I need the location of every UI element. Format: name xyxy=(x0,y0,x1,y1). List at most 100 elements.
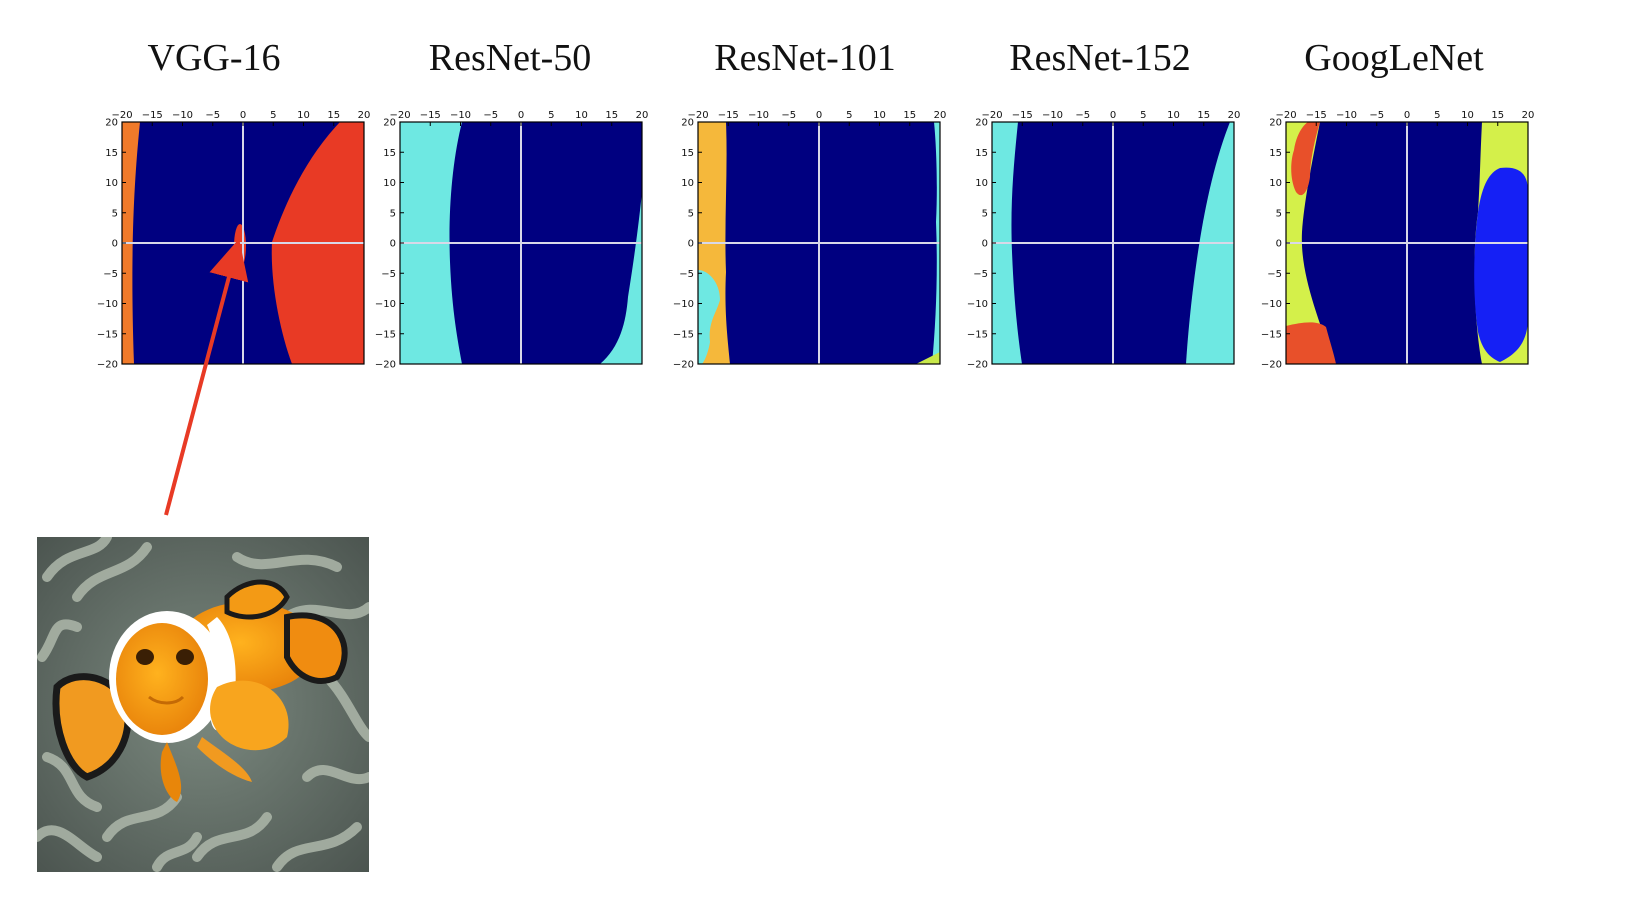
x-tick-label: 0 xyxy=(1110,110,1116,121)
x-tick-label: −20 xyxy=(687,110,708,121)
y-tick-label: 15 xyxy=(383,148,396,159)
y-tick-label: −5 xyxy=(973,269,988,280)
y-tick-label: 10 xyxy=(1269,178,1282,189)
x-tick-label: 5 xyxy=(846,110,852,121)
x-tick-label: 20 xyxy=(636,110,649,121)
heatmap-plot: −20 −15 −10 −5 0 5 10 15 20 20 15 10 5 0 −5 −10 −15 −20 xyxy=(673,110,946,371)
x-tick-label: 5 xyxy=(1140,110,1146,121)
panel-resnet50: ResNet-50 −20 −15 −10 −5 0 5 10 15 20 20 15 10 5 0 −5−… xyxy=(360,0,660,400)
panel-resnet152: ResNet-152 −20 −15 −10 −5 0 5 10 15 20 20 15 10 5 0 −5… xyxy=(950,0,1250,400)
y-tick-label: −20 xyxy=(375,360,396,371)
region-right-blob xyxy=(1474,167,1528,362)
x-tick-label: 15 xyxy=(327,110,340,121)
y-tick-label: −15 xyxy=(967,329,988,340)
axis-ticks: −20 −15 −10 −5 0 5 10 15 20 20 15 10 5 0 −5 −10 −15 −20 xyxy=(967,110,1240,371)
panel-resnet101: ResNet-101 −20 −15 −10 −5 0 5 10 15 20 20 15 10 5 0 −5… xyxy=(655,0,955,400)
x-tick-label: 5 xyxy=(1434,110,1440,121)
x-tick-label: 15 xyxy=(903,110,916,121)
y-tick-label: −5 xyxy=(381,269,396,280)
x-tick-label: 0 xyxy=(518,110,524,121)
y-tick-label: 20 xyxy=(383,118,396,129)
x-tick-label: 20 xyxy=(358,110,371,121)
x-tick-label: −15 xyxy=(1306,110,1327,121)
x-tick-label: −10 xyxy=(172,110,193,121)
axis-ticks: −20 −15 −10 −5 0 5 10 15 20 20 15 10 5 0 −5 −10 −15 −20 xyxy=(673,110,946,371)
region-bottom-right xyxy=(600,192,642,364)
y-tick-label: 5 xyxy=(390,208,396,219)
panel-title: ResNet-50 xyxy=(428,37,592,79)
panel-title: ResNet-152 xyxy=(1009,37,1191,79)
y-tick-label: 15 xyxy=(681,148,694,159)
x-tick-label: −10 xyxy=(1042,110,1063,121)
x-tick-label: 15 xyxy=(605,110,618,121)
x-tick-label: 0 xyxy=(240,110,246,121)
y-tick-label: −15 xyxy=(673,329,694,340)
y-tick-label: −5 xyxy=(679,269,694,280)
x-tick-label: −5 xyxy=(1075,110,1090,121)
x-tick-label: −15 xyxy=(1012,110,1033,121)
y-tick-label: 10 xyxy=(975,178,988,189)
y-tick-label: 5 xyxy=(982,208,988,219)
x-tick-label: −10 xyxy=(1336,110,1357,121)
y-tick-label: 15 xyxy=(1269,148,1282,159)
y-tick-label: −15 xyxy=(1261,329,1282,340)
y-tick-label: −20 xyxy=(967,360,988,371)
axis-ticks: −20 −15 −10 −5 0 5 10 15 20 20 15 10 5 0 −5 −10 −15 −20 xyxy=(97,110,370,371)
panel-title: ResNet-101 xyxy=(714,37,896,79)
y-tick-label: −10 xyxy=(673,299,694,310)
x-tick-label: −10 xyxy=(748,110,769,121)
x-tick-label: −5 xyxy=(483,110,498,121)
y-tick-label: 15 xyxy=(105,148,118,159)
x-tick-label: 10 xyxy=(1461,110,1474,121)
y-tick-label: 0 xyxy=(390,239,396,250)
x-tick-label: −15 xyxy=(718,110,739,121)
y-tick-label: 20 xyxy=(1269,118,1282,129)
y-tick-label: −10 xyxy=(1261,299,1282,310)
y-tick-label: −5 xyxy=(1267,269,1282,280)
region-lower-left xyxy=(1286,322,1336,364)
y-tick-label: −20 xyxy=(97,360,118,371)
y-tick-label: −20 xyxy=(673,360,694,371)
x-tick-label: 20 xyxy=(1228,110,1241,121)
y-tick-label: 20 xyxy=(975,118,988,129)
panel-title: GoogLeNet xyxy=(1304,37,1484,79)
y-tick-label: −10 xyxy=(967,299,988,310)
heatmap-plot: −20 −15 −10 −5 0 5 10 15 20 20 15 10 5 0 −5 −10 −15 −20 xyxy=(967,110,1240,371)
x-tick-label: 20 xyxy=(934,110,947,121)
y-tick-label: 5 xyxy=(1276,208,1282,219)
panel-googlenet: GoogLeNet −20 −15 −10 −5 0 5 10 15 20 20 15 10 5 0 −5−… xyxy=(1244,0,1544,400)
y-tick-label: −15 xyxy=(97,329,118,340)
y-tick-label: 10 xyxy=(383,178,396,189)
axis-ticks: −20 −15 −10 −5 0 5 10 15 20 20 15 10 5 0 −5 −10 −15 −20 xyxy=(375,110,648,371)
x-tick-label: −20 xyxy=(389,110,410,121)
panel-title: VGG-16 xyxy=(147,37,281,79)
heatmap-plot: −20 −15 −10 −5 0 5 10 15 20 20 15 10 5 0 −5 −10 −15 −20 xyxy=(375,110,648,371)
y-tick-label: 10 xyxy=(681,178,694,189)
region-lower-left xyxy=(698,270,720,364)
y-tick-label: 0 xyxy=(688,239,694,250)
x-tick-label: 10 xyxy=(575,110,588,121)
region-upper-left-blob xyxy=(1291,122,1320,196)
y-tick-label: 0 xyxy=(112,239,118,250)
x-tick-label: 15 xyxy=(1491,110,1504,121)
heatmap-plot: −20 −15 −10 −5 0 5 10 15 20 20 15 10 5 0 −5 −10 −15 −20 xyxy=(1261,110,1534,371)
y-tick-label: −10 xyxy=(97,299,118,310)
x-tick-label: −20 xyxy=(111,110,132,121)
y-tick-label: 20 xyxy=(681,118,694,129)
clownfish-photo xyxy=(37,537,369,872)
axis-ticks: −20 −15 −10 −5 0 5 10 15 20 20 15 10 5 0 −5 −10 −15 −20 xyxy=(1261,110,1534,371)
y-tick-label: −20 xyxy=(1261,360,1282,371)
x-tick-label: 15 xyxy=(1197,110,1210,121)
y-tick-label: 5 xyxy=(688,208,694,219)
x-tick-label: −10 xyxy=(450,110,471,121)
y-tick-label: 10 xyxy=(105,178,118,189)
y-tick-label: 20 xyxy=(105,118,118,129)
x-tick-label: 10 xyxy=(297,110,310,121)
x-tick-label: −20 xyxy=(1275,110,1296,121)
x-tick-label: 0 xyxy=(816,110,822,121)
y-tick-label: 5 xyxy=(112,208,118,219)
region-right-edge xyxy=(932,122,940,364)
y-tick-label: −10 xyxy=(375,299,396,310)
y-tick-label: 0 xyxy=(982,239,988,250)
